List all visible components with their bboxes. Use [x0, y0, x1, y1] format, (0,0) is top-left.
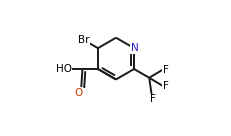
Text: O: O: [74, 88, 82, 98]
Text: N: N: [130, 43, 138, 53]
Text: F: F: [149, 94, 155, 104]
Text: F: F: [162, 65, 168, 75]
Text: HO: HO: [55, 64, 71, 74]
Text: Br: Br: [78, 35, 89, 45]
Text: F: F: [162, 81, 168, 91]
